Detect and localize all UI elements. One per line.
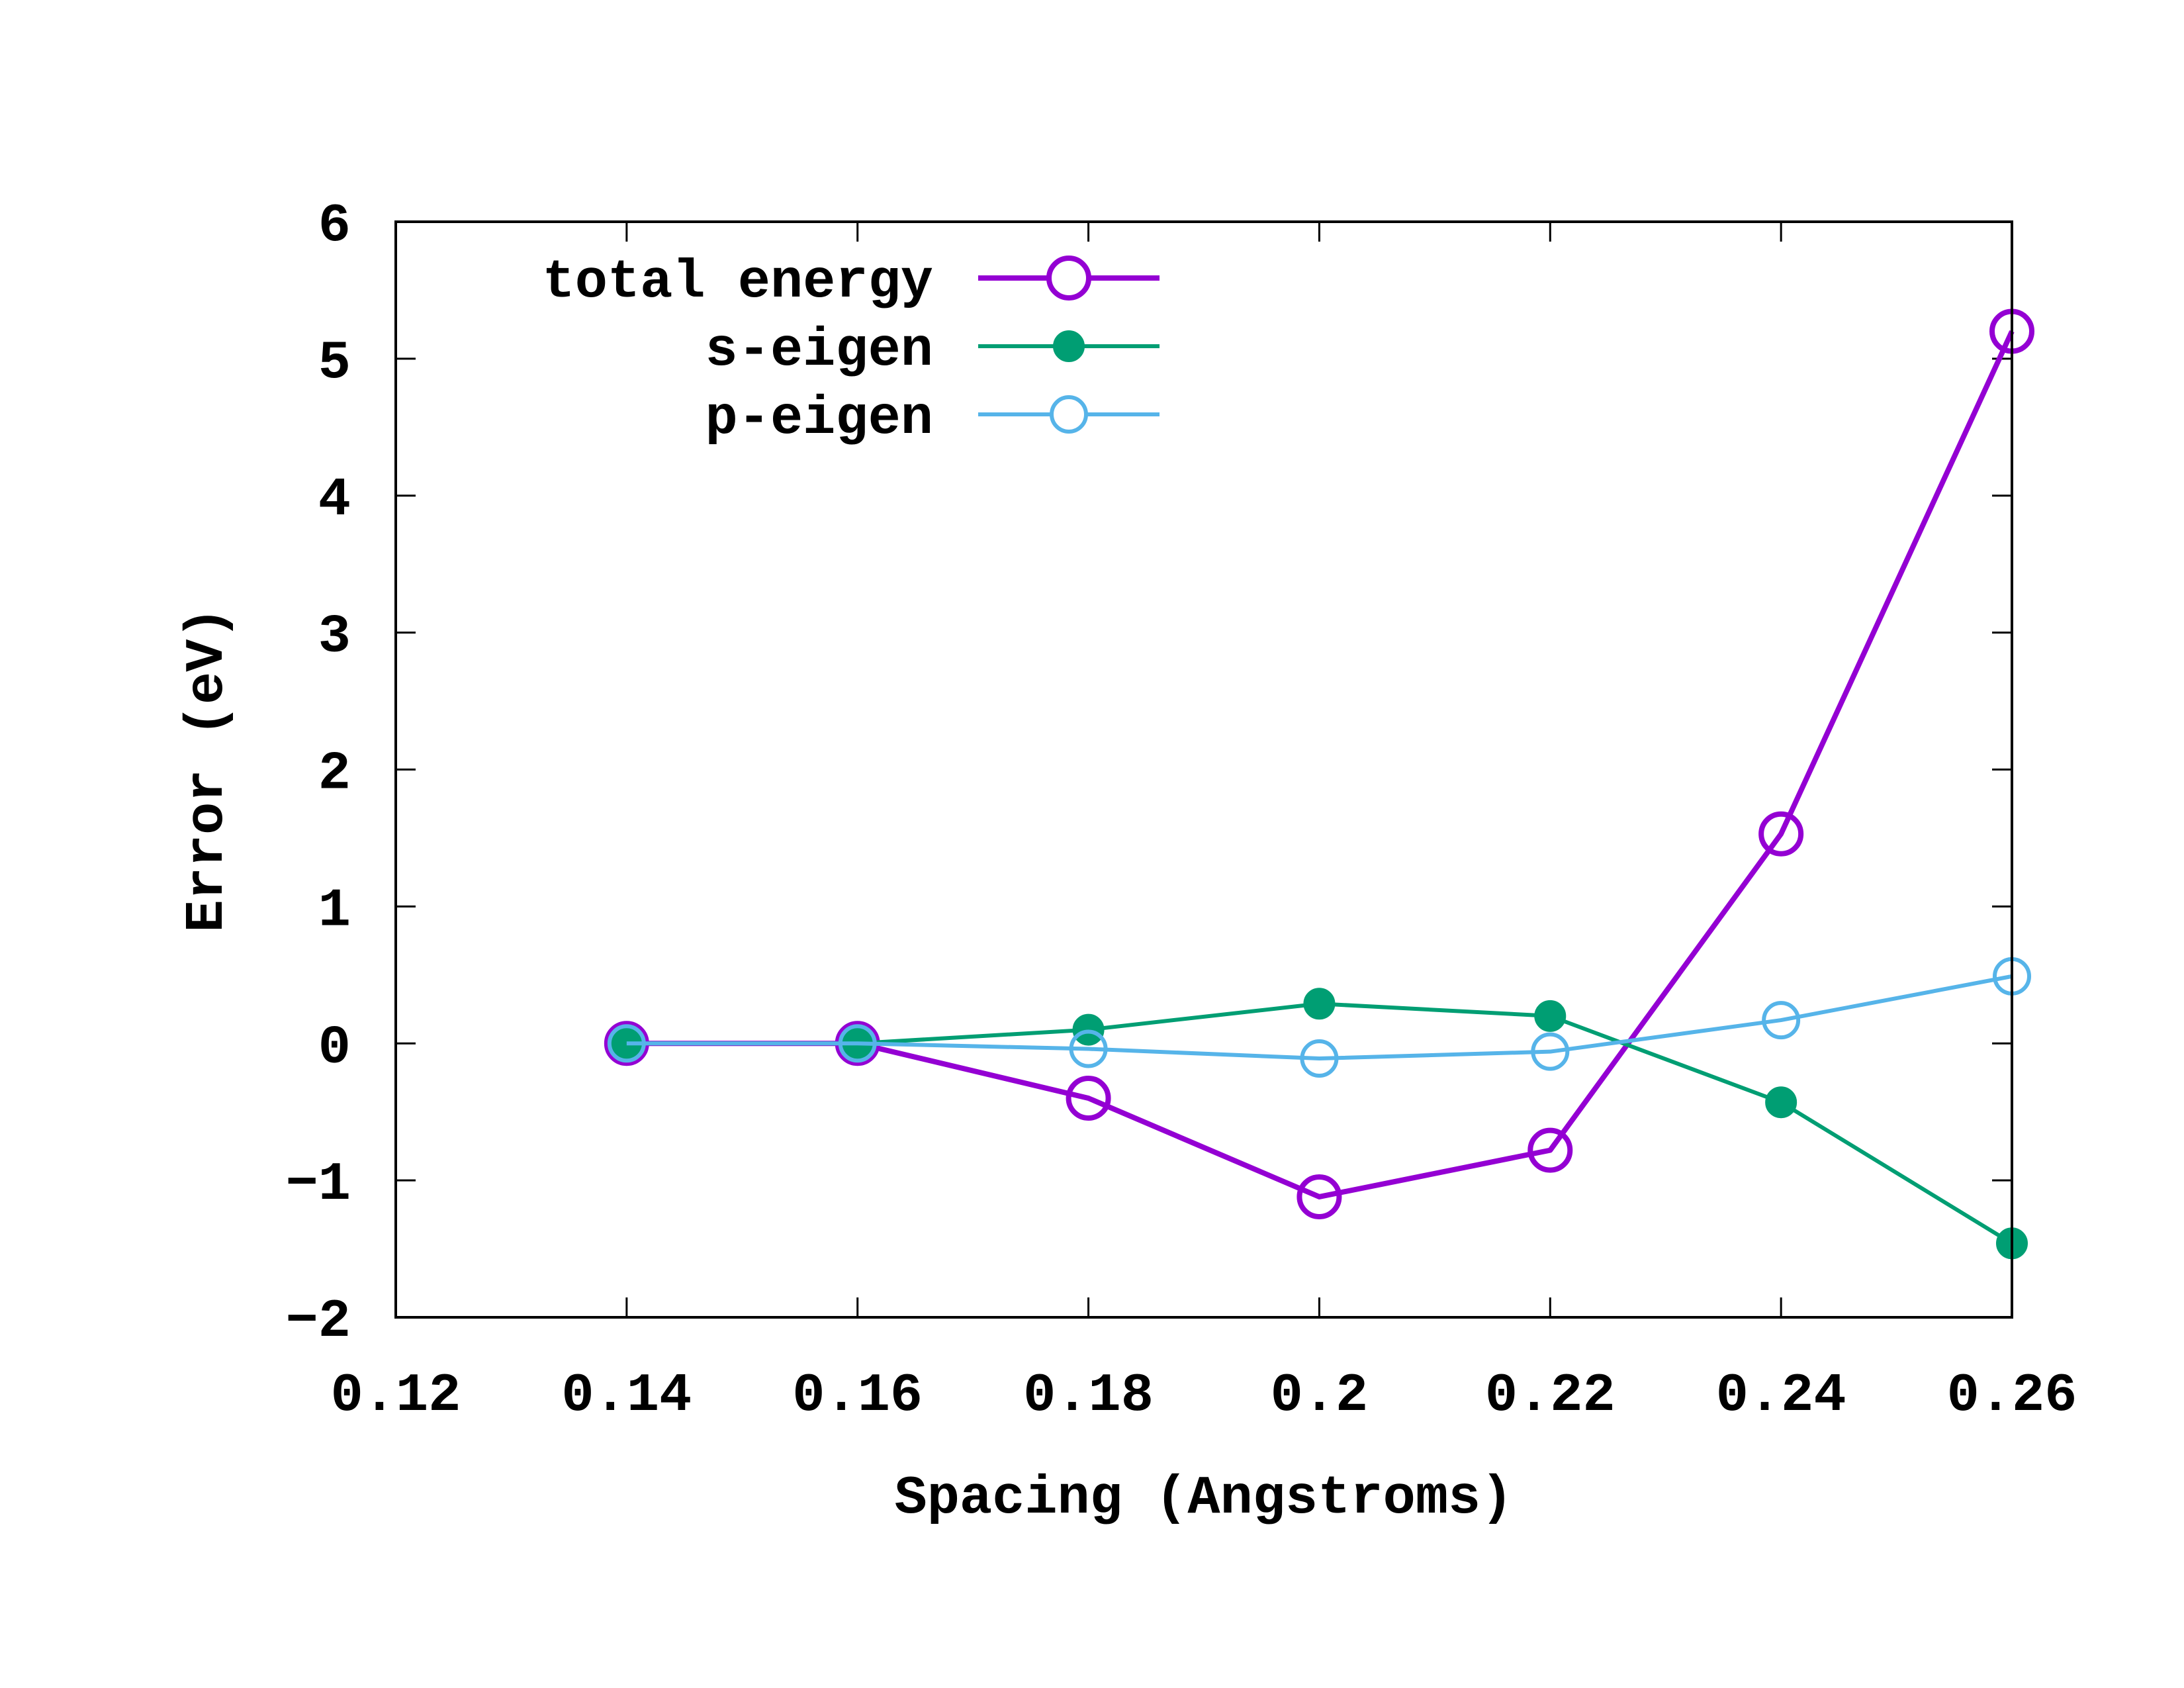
legend-entry: s-eigen [705, 320, 1160, 381]
legend-label: s-eigen [705, 320, 933, 381]
legend-marker [1046, 256, 1091, 301]
legend-label: total energy [543, 252, 934, 313]
y-tick-label: 3 [318, 606, 351, 668]
x-tick-label: 0.22 [1485, 1365, 1615, 1427]
data-point [1762, 1001, 1801, 1040]
y-tick-label: 5 [318, 332, 351, 394]
x-axis-title: Spacing (Angstroms) [895, 1468, 1514, 1529]
x-tick-label: 0.2 [1271, 1365, 1369, 1427]
data-point [1297, 1174, 1342, 1219]
x-tick-label: 0.18 [1023, 1365, 1154, 1427]
legend-marker [1050, 395, 1088, 434]
y-tick-label: −1 [286, 1154, 351, 1215]
plot-frame [394, 220, 2013, 1319]
y-tick-label: −2 [286, 1291, 351, 1352]
data-point [1765, 1086, 1797, 1119]
x-tick-label: 0.16 [792, 1365, 923, 1427]
x-tick-label: 0.14 [561, 1365, 692, 1427]
legend: total energy s-eigen p-eigen [543, 252, 1160, 449]
x-tick-label: 0.26 [1947, 1365, 2077, 1427]
data-point [1534, 1000, 1567, 1032]
legend-entry: p-eigen [705, 388, 1160, 449]
legend-label: p-eigen [705, 388, 933, 449]
data-point [1531, 1032, 1570, 1071]
y-tick-label: 6 [318, 195, 351, 257]
data-point [1303, 988, 1336, 1020]
data-point [1527, 1127, 1573, 1173]
series-p-eigen [607, 957, 2031, 1078]
data-point [1758, 811, 1804, 857]
y-tick-label: 2 [318, 743, 351, 805]
y-tick-label: 0 [318, 1017, 351, 1078]
tick-labels: 0.12 0.14 0.16 0.18 0.2 0.22 0.24 0.26 −2 −1 0 1 2 3 4… [286, 195, 2077, 1427]
x-tick-label: 0.12 [331, 1365, 461, 1427]
series-layer [604, 308, 2034, 1260]
legend-marker [1053, 330, 1085, 362]
y-axis-title: Error (eV) [177, 606, 238, 932]
data-point [838, 1024, 877, 1063]
x-tick-label: 0.24 [1716, 1365, 1846, 1427]
data-point [1069, 1029, 1108, 1068]
series-line [626, 974, 2013, 1061]
data-point [1066, 1076, 1111, 1121]
data-point [1300, 1039, 1339, 1078]
y-tick-label: 4 [318, 469, 351, 531]
data-point [607, 1024, 646, 1063]
legend-entry: total energy [543, 252, 1160, 313]
y-tick-label: 1 [318, 880, 351, 941]
